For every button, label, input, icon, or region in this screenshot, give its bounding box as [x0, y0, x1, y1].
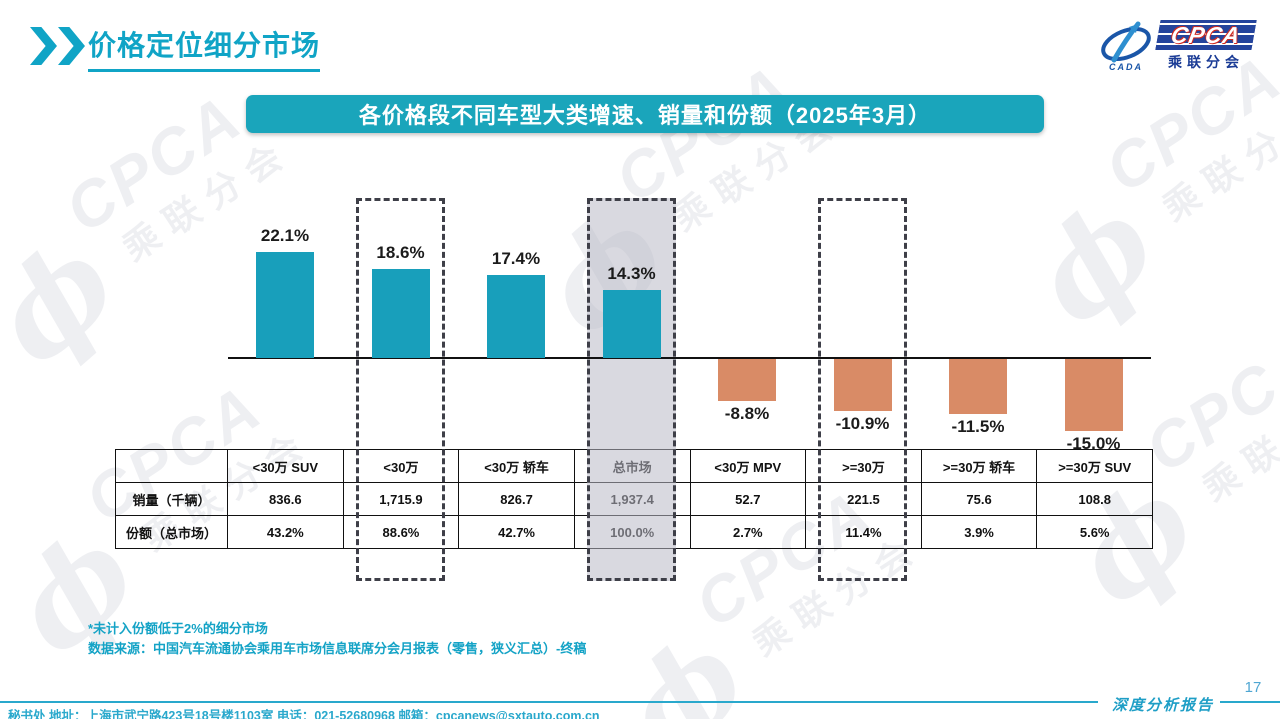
data-table-wrap: <30万 SUV <30万 <30万 轿车 总市场 <30万 MPV >=30万 >=30万…: [115, 449, 1153, 549]
footnote-line2: 数据来源：中国汽车流通协会乘用车市场信息联席分会月报表（零售，狭义汇总）-终稿: [88, 641, 587, 657]
table-corner-cell: [115, 449, 228, 483]
table-cell: 221.5: [805, 482, 922, 516]
cpca-logo-mark-icon: [1101, 21, 1151, 63]
footnote-line1: *未计入份额低于2%的细分市场: [88, 621, 268, 636]
table-column-header: <30万 MPV: [689, 449, 807, 483]
footer-divider: [0, 701, 1098, 703]
table-column-header: >=30万 SUV: [1036, 449, 1153, 483]
bar-value-label: 22.1%: [260, 226, 310, 246]
table-cell: 108.8: [1036, 482, 1153, 516]
table-column-header: <30万 SUV: [227, 449, 344, 483]
chevron-right-icon: [58, 27, 85, 65]
footer-divider: [1199, 701, 1280, 703]
cpca-logo-watermark-glyph: ϕ: [594, 606, 773, 719]
bar-value-label: -11.5%: [951, 416, 1005, 436]
bar-value-label: -10.9%: [835, 414, 890, 434]
table-row-label: 销量（千辆）: [115, 482, 228, 516]
cpca-logo-subtitle: 乘联分会: [1168, 54, 1244, 70]
table-column-header: <30万 轿车: [458, 449, 575, 483]
chevron-right-icon: [30, 27, 57, 65]
table-cell: 1,715.9: [342, 482, 460, 516]
table-cell: 836.6: [227, 482, 344, 516]
bar-<30万 SUV: [256, 252, 314, 358]
double-chevron-icon: [30, 27, 86, 65]
page-number: 17: [1244, 679, 1262, 696]
bar-<30万: [371, 269, 430, 358]
table-cell: 5.6%: [1036, 515, 1153, 549]
table-row-label: 份额（总市场）: [115, 515, 228, 549]
table-column-header: >=30万: [805, 449, 922, 483]
table-cell: 52.7: [689, 482, 807, 516]
chart-title: 各价格段不同车型大类增速、销量和份额（2025年3月）: [358, 103, 932, 128]
bar-value-label: 18.6%: [376, 243, 425, 263]
cpca-logo-watermark-glyph: ϕ: [0, 211, 143, 393]
bar-value-label: 14.3%: [607, 263, 656, 283]
table-cell: 75.6: [920, 482, 1038, 516]
table-cell: 1,937.4: [573, 482, 691, 516]
table-cell: 42.7%: [458, 515, 575, 549]
table-cell: 88.6%: [342, 515, 460, 549]
cpca-watermark: ϕ CPCA 乘联分会: [1004, 40, 1280, 353]
bar->=30万: [833, 359, 892, 412]
page-title: 价格定位细分市场: [88, 24, 321, 72]
table-cell: 2.7%: [689, 515, 807, 549]
cpca-logo-watermark-glyph: ϕ: [514, 181, 693, 363]
data-table: <30万 SUV <30万 <30万 轿车 总市场 <30万 MPV >=30万 >=30万…: [115, 449, 1153, 549]
table-cell: 11.4%: [805, 515, 922, 549]
table-column-header: >=30万 轿车: [920, 449, 1038, 483]
cpca-logo-box: CPCA: [1155, 20, 1257, 50]
x-axis-line: [228, 357, 1151, 359]
footnotes: *未计入份额低于2%的细分市场 数据来源：中国汽车流通协会乘用车市场信息联席分会…: [88, 619, 586, 659]
cpca-watermark: ϕ CPCA 乘联分会: [514, 50, 849, 363]
cpca-logo: CADA CPCA 乘联分会: [1098, 20, 1257, 72]
bar-总市场: [602, 289, 661, 358]
bar-value-label: 17.4%: [491, 248, 541, 268]
table-row: 份额（总市场） 43.2% 88.6% 42.7% 100.0% 2.7% 11.4% 3.9…: [115, 515, 1153, 549]
bar->=30万 SUV: [1064, 359, 1123, 431]
cada-text: CADA: [1109, 62, 1143, 72]
table-column-header: <30万: [342, 449, 460, 483]
bar-value-label: -8.8%: [724, 404, 770, 424]
chart-title-banner: 各价格段不同车型大类增速、销量和份额（2025年3月）: [246, 95, 1044, 133]
table-cell: 826.7: [458, 482, 575, 516]
table-column-header: 总市场: [573, 449, 691, 483]
table-cell: 100.0%: [573, 515, 691, 549]
cpca-logo-watermark-glyph: ϕ: [1004, 171, 1183, 353]
bar-<30万 轿车: [487, 274, 545, 358]
report-name: 深度分析报告: [1106, 694, 1221, 715]
bar-<30万 MPV: [718, 359, 776, 402]
table-row: 销量（千辆） 836.6 1,715.9 826.7 1,937.4 52.7 221.5 7…: [115, 482, 1153, 516]
table-cell: 3.9%: [920, 515, 1038, 549]
footer-contact: 秘书处 地址：上海市武宁路423号18号楼1103室 电话：021-526809…: [8, 709, 600, 719]
table-cell: 43.2%: [227, 515, 344, 549]
bar->=30万 轿车: [949, 359, 1007, 414]
